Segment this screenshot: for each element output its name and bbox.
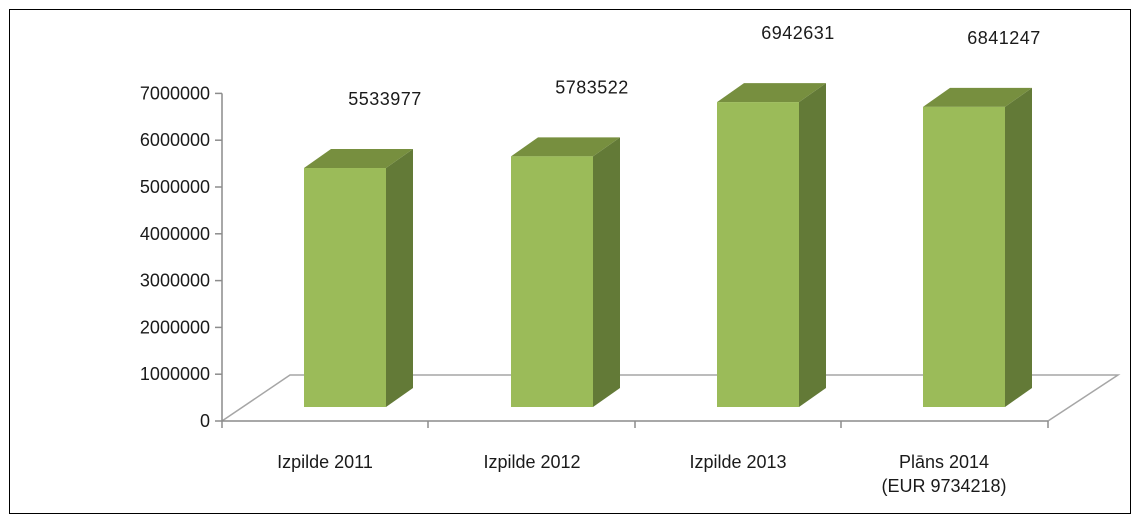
y-tick-label: 4000000 [140, 224, 210, 244]
bar-top [304, 149, 413, 169]
data-label: 6841247 [967, 28, 1041, 48]
bar-top [923, 87, 1032, 107]
chart-floor [221, 374, 1121, 422]
bar-front [304, 168, 386, 407]
bar-side [799, 83, 826, 407]
bar [511, 137, 620, 407]
floor-outline [221, 374, 1121, 422]
bar-front [511, 156, 593, 407]
category-label: (EUR 9734218) [881, 476, 1006, 496]
category-label: Plāns 2014 [899, 452, 989, 472]
bar-front [717, 102, 799, 407]
bar-top [717, 83, 826, 103]
y-tick-label: 1000000 [140, 364, 210, 384]
bar-side [386, 149, 413, 407]
y-tick-label: 5000000 [140, 177, 210, 197]
y-tick-label: 6000000 [140, 130, 210, 150]
bars [304, 83, 1032, 407]
y-tick-label: 0 [200, 411, 210, 431]
bar-front [923, 106, 1005, 407]
category-label: Izpilde 2013 [689, 452, 786, 472]
chart-frame [9, 9, 1131, 514]
data-label: 5783522 [555, 77, 629, 97]
bar-side [1005, 87, 1032, 407]
bar [923, 87, 1032, 407]
bar-side [593, 137, 620, 407]
y-tick-label: 7000000 [140, 83, 210, 103]
data-label: 6942631 [761, 23, 835, 43]
value-axis: 0 1000000 2000000 3000000 4000000 5000000 6000… [140, 83, 1049, 431]
bar [304, 149, 413, 407]
labels: 5533977 5783522 6942631 6841247 Izpilde 2011… [277, 23, 1041, 496]
data-label: 5533977 [348, 89, 422, 109]
category-label: Izpilde 2012 [483, 452, 580, 472]
category-label: Izpilde 2011 [277, 452, 373, 472]
bar [717, 83, 826, 407]
bar-top [511, 137, 620, 157]
y-tick-label: 3000000 [140, 271, 210, 291]
y-tick-label: 2000000 [140, 317, 210, 337]
